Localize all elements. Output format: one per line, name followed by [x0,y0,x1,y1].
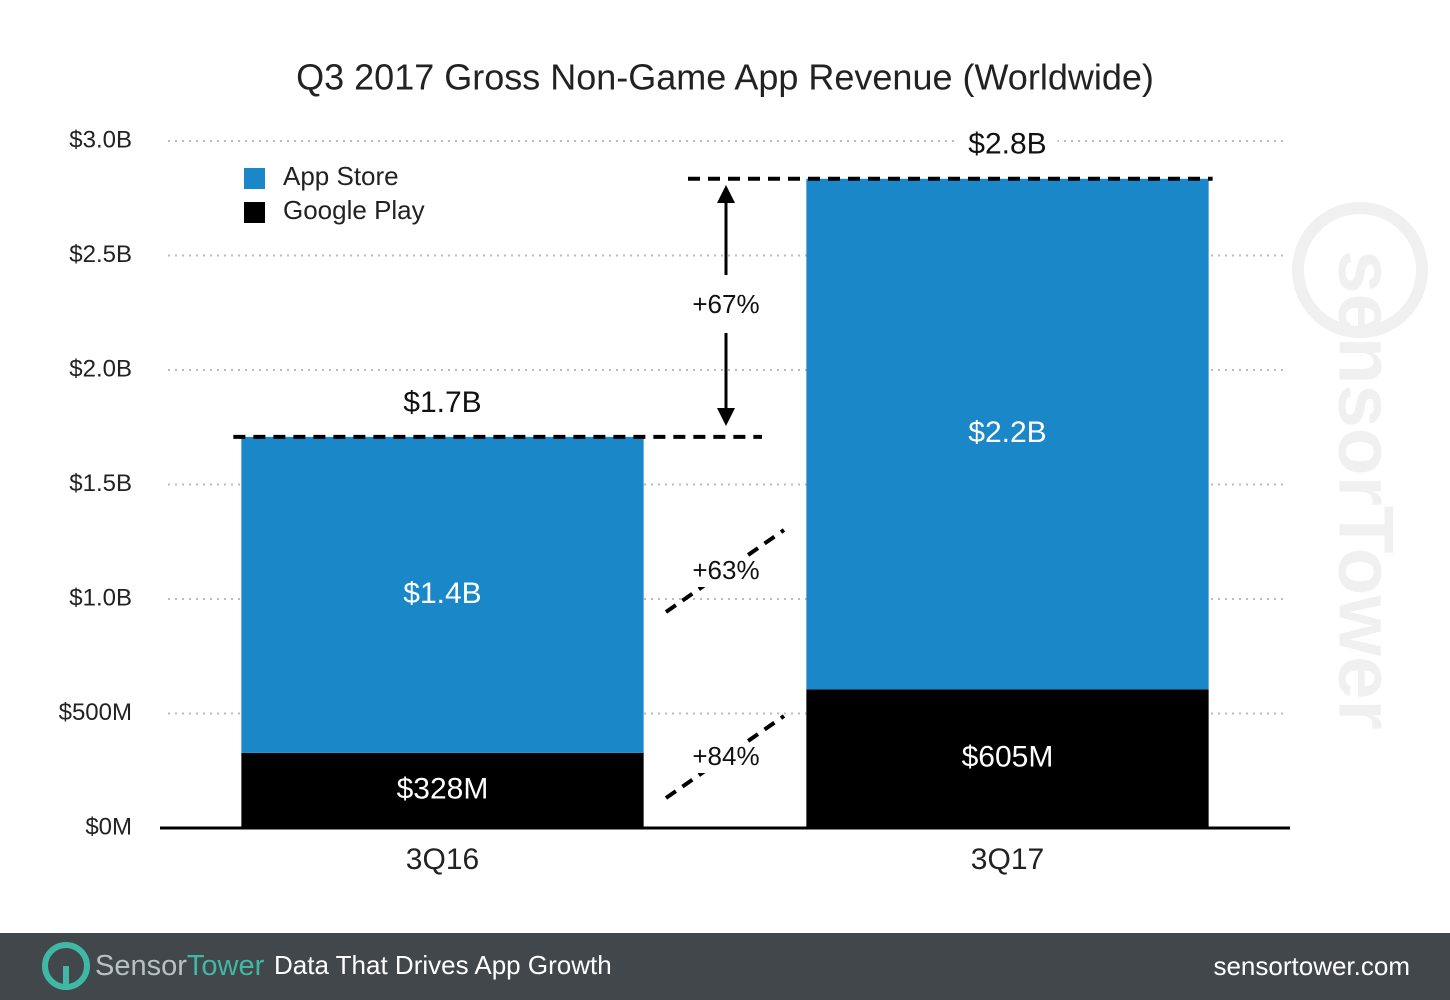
watermark-logo [1292,202,1428,338]
y-tick-label: $2.5B [69,241,132,268]
footer-url: sensortower.com [1213,951,1410,981]
y-tick-label: $1.5B [69,470,132,497]
label-bg [392,384,493,421]
growth-label: +67% [692,289,759,319]
x-tick-label: 3Q16 [406,843,479,876]
y-tick-label: $0M [85,813,132,840]
x-tick-label: 3Q17 [971,843,1044,876]
label-bg [686,743,766,773]
growth-label: +63% [692,555,759,585]
label-bg [686,557,766,587]
arrow-head [717,408,735,426]
growth-label: +84% [692,741,759,771]
legend-swatch [244,202,265,223]
brand: SensorTower [95,950,265,982]
tagline: Data That Drives App Growth [274,950,612,980]
footer [0,933,1450,1000]
arrow-head [717,185,735,203]
total-label: $1.7B [403,386,481,419]
value-label: $2.2B [968,416,1046,449]
bar-segment [806,178,1209,690]
value-label: $328M [397,772,489,805]
total-label: $2.8B [968,128,1046,161]
bar-segment [241,752,644,828]
y-tick-label: $1.0B [69,584,132,611]
brand-part: Sensor [95,950,187,982]
bar-segment [241,436,644,753]
legend-label: Google Play [283,195,425,225]
value-label: $1.4B [403,577,481,610]
y-tick-label: $3.0B [69,126,132,153]
value-label: $605M [962,741,1054,774]
y-tick-label: $500M [59,699,132,726]
legend-label: App Store [283,161,399,191]
label-bg [957,126,1058,163]
y-tick-label: $2.0B [69,355,132,382]
legend-swatch [244,168,265,189]
background [0,0,1450,933]
brand-part: Tower [187,950,265,982]
bar-segment [806,689,1209,828]
chart-title: Q3 2017 Gross Non-Game App Revenue (Worl… [296,57,1154,98]
